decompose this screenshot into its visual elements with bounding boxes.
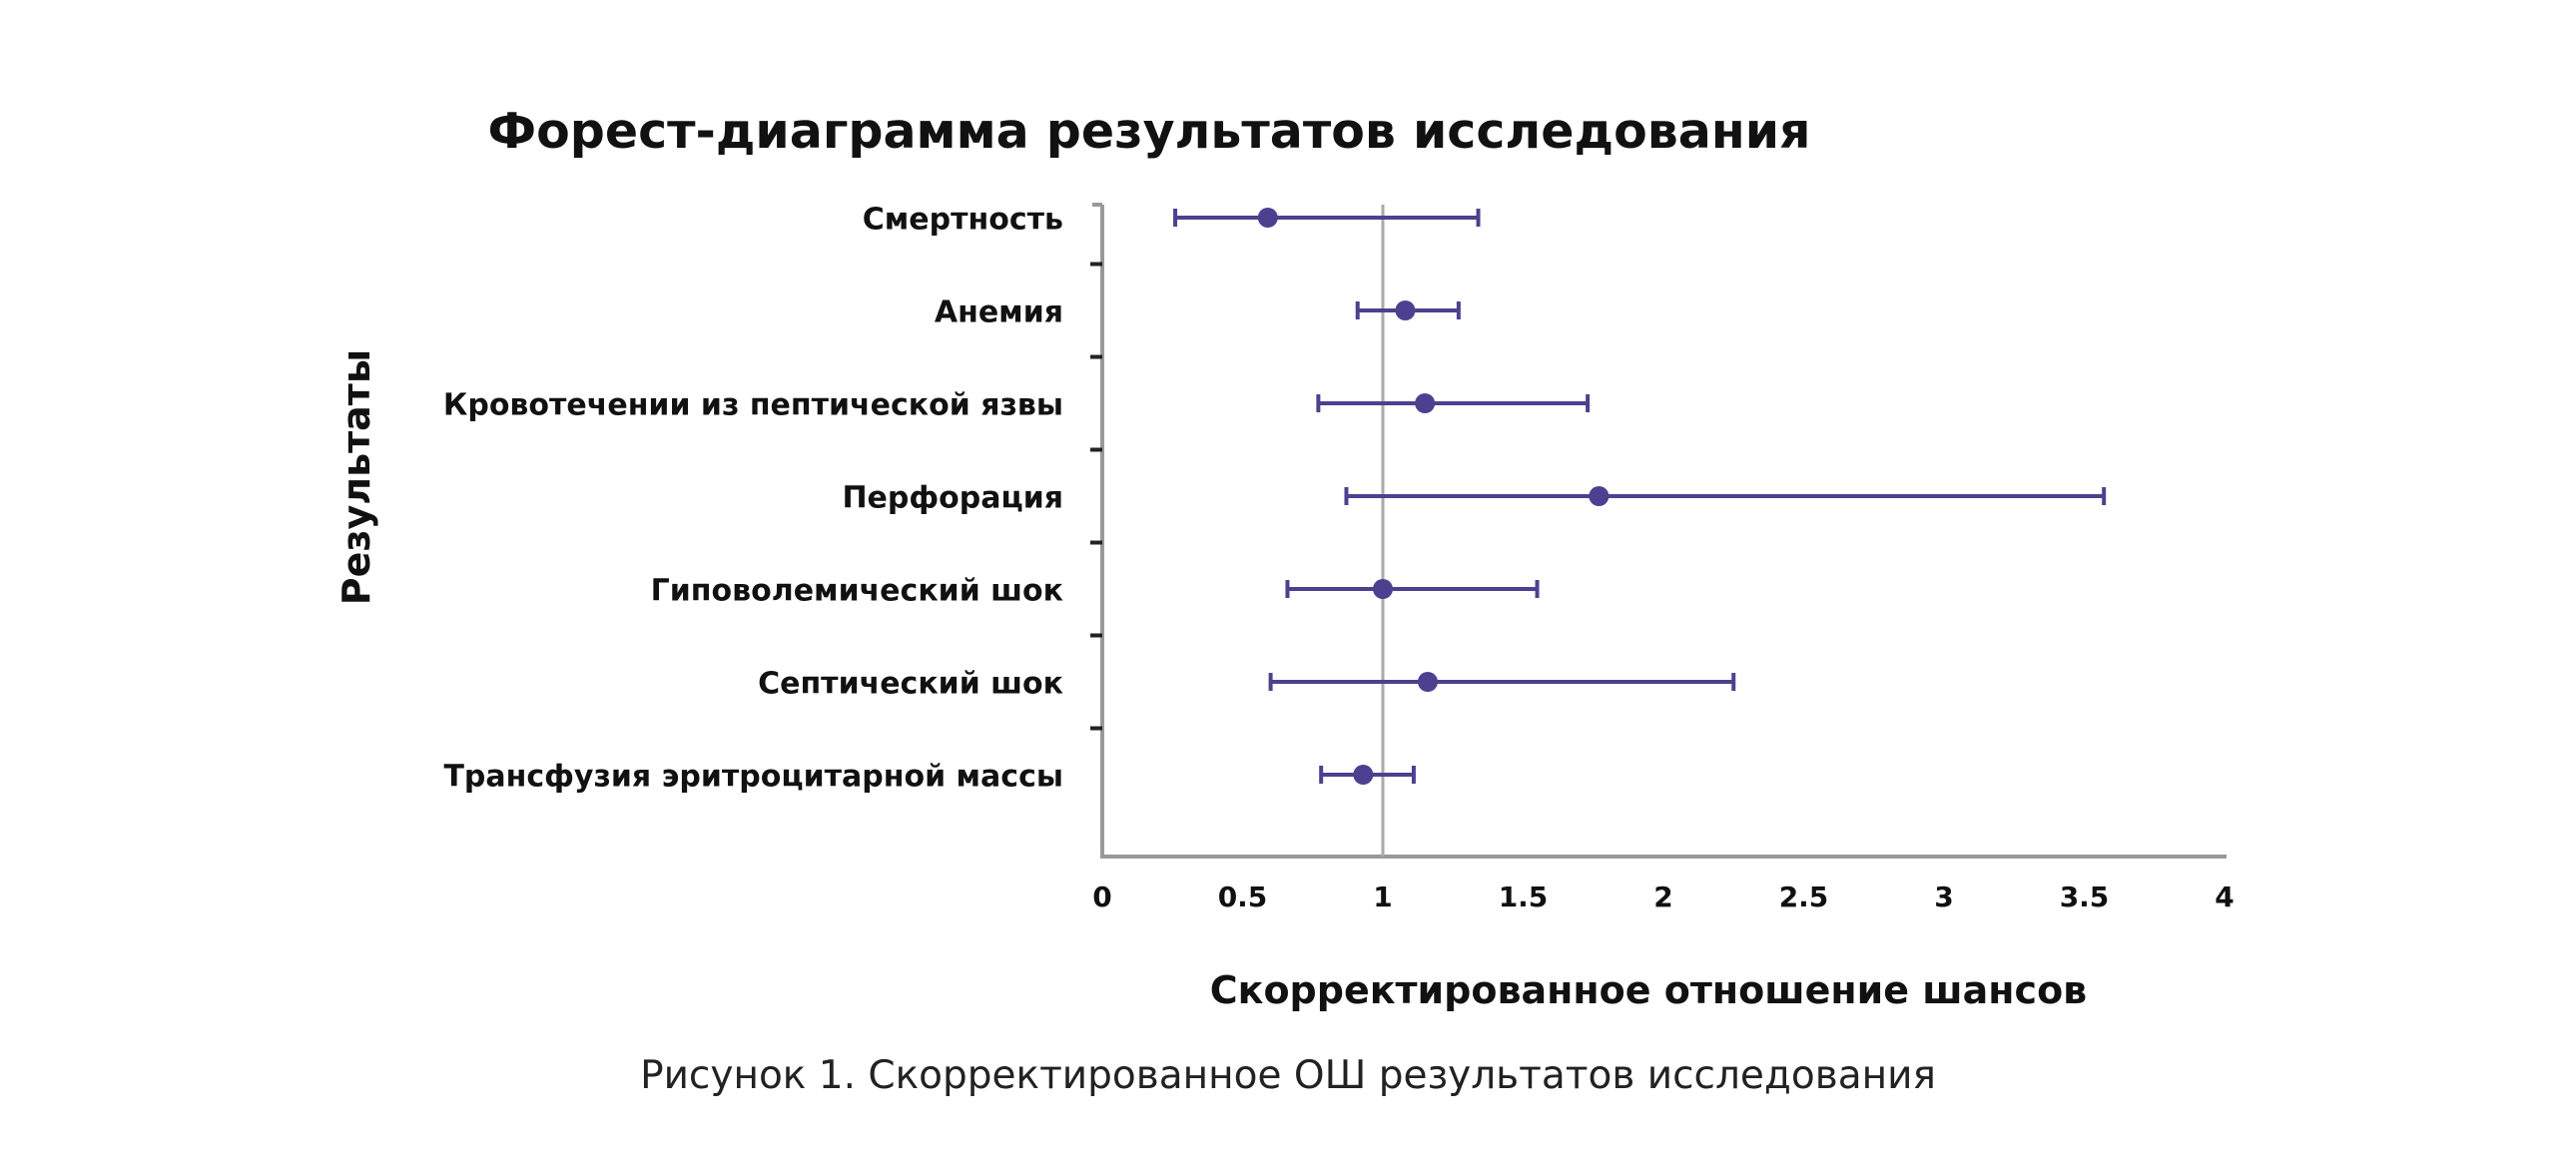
odds-ratio-point [1353, 765, 1374, 785]
x-tick-label: 2.5 [1779, 880, 1829, 913]
x-tick-label: 4 [2215, 880, 2234, 913]
y-axis-title: Результаты [334, 349, 378, 605]
category-label: Кровотечении из пептической язвы [443, 388, 1063, 423]
odds-ratio-point [1373, 579, 1393, 599]
category-label: Смертность [863, 203, 1063, 238]
category-label: Трансфузия эритроцитарной массы [443, 760, 1063, 795]
figure-caption: Рисунок 1. Скорректированное ОШ результа… [640, 1053, 1936, 1098]
odds-ratio-point [1395, 300, 1416, 320]
x-tick-label: 2 [1653, 880, 1672, 913]
category-label: Перфорация [842, 481, 1063, 516]
category-label: Анемия [935, 295, 1063, 330]
x-axis-title: Скорректированное отношение шансов [1210, 968, 2087, 1012]
x-tick-label: 3.5 [2060, 880, 2110, 913]
category-label: Септический шок [758, 667, 1063, 702]
plot-area: 0 0.5 1 1.5 2 2.5 3 3.5 4 Смертность Анемия Кровоте… [443, 203, 2235, 914]
category-label: Гиповолемический шок [651, 574, 1063, 609]
odds-ratio-point [1589, 486, 1610, 506]
x-tick-label: 3 [1934, 880, 1953, 913]
odds-ratio-point [1415, 393, 1436, 413]
odds-ratio-point [1257, 208, 1278, 228]
x-tick-label: 1.5 [1499, 880, 1549, 913]
odds-ratio-point [1417, 672, 1438, 692]
x-tick-label: 0.5 [1218, 880, 1268, 913]
x-tick-label: 0 [1092, 880, 1111, 913]
chart-title: Форест-диаграмма результатов исследовани… [488, 103, 1811, 160]
x-tick-label: 1 [1373, 880, 1392, 913]
